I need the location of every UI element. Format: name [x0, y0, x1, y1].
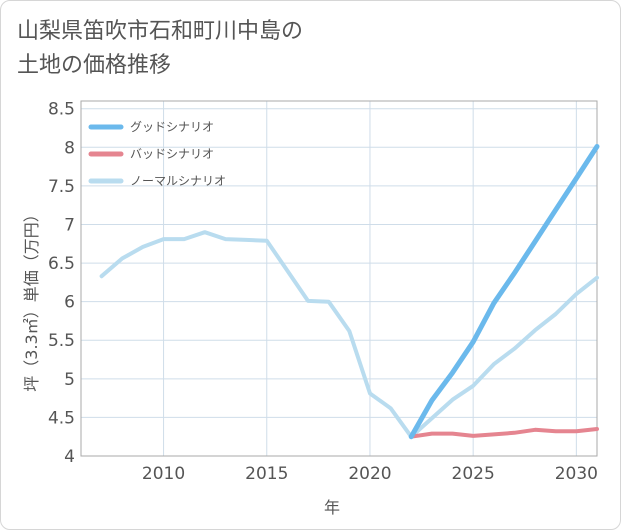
x-tick-label: 2015: [245, 464, 288, 484]
legend-label: グッドシナリオ: [130, 120, 214, 134]
y-tick-label: 5: [64, 370, 75, 390]
series-lines: [99, 144, 600, 440]
chart-title: 山梨県笛吹市石和町川中島の 土地の価格推移: [17, 19, 304, 78]
y-tick-label: 8: [64, 138, 75, 158]
y-tick-label: 6.5: [48, 254, 75, 274]
axis-ticks: 4 4.5 5 5.5 6 6.5 7 7.5 8 8.5 2010 2015 2020 2025 2030: [48, 100, 598, 484]
y-tick-label: 4.5: [48, 408, 75, 428]
x-tick-label: 2020: [348, 464, 391, 484]
y-tick-label: 4: [64, 447, 75, 467]
y-axis-label: 坪（3.3㎡）単価（万円）: [22, 206, 41, 391]
legend-label: バッドシナリオ: [130, 147, 214, 161]
series-line-2: [99, 230, 599, 439]
y-tick-label: 5.5: [48, 331, 75, 351]
y-tick-label: 7: [64, 215, 75, 235]
legend-label: ノーマルシナリオ: [130, 174, 226, 188]
y-tick-label: 6: [64, 293, 75, 313]
y-tick-label: 8.5: [48, 100, 75, 120]
x-tick-label: 2030: [555, 464, 598, 484]
y-tick-label: 7.5: [48, 177, 75, 197]
x-tick-label: 2010: [142, 464, 185, 484]
x-tick-label: 2025: [452, 464, 495, 484]
series-line-0: [408, 144, 600, 440]
x-axis-label: 年: [324, 498, 340, 517]
series-line-1: [409, 427, 599, 439]
